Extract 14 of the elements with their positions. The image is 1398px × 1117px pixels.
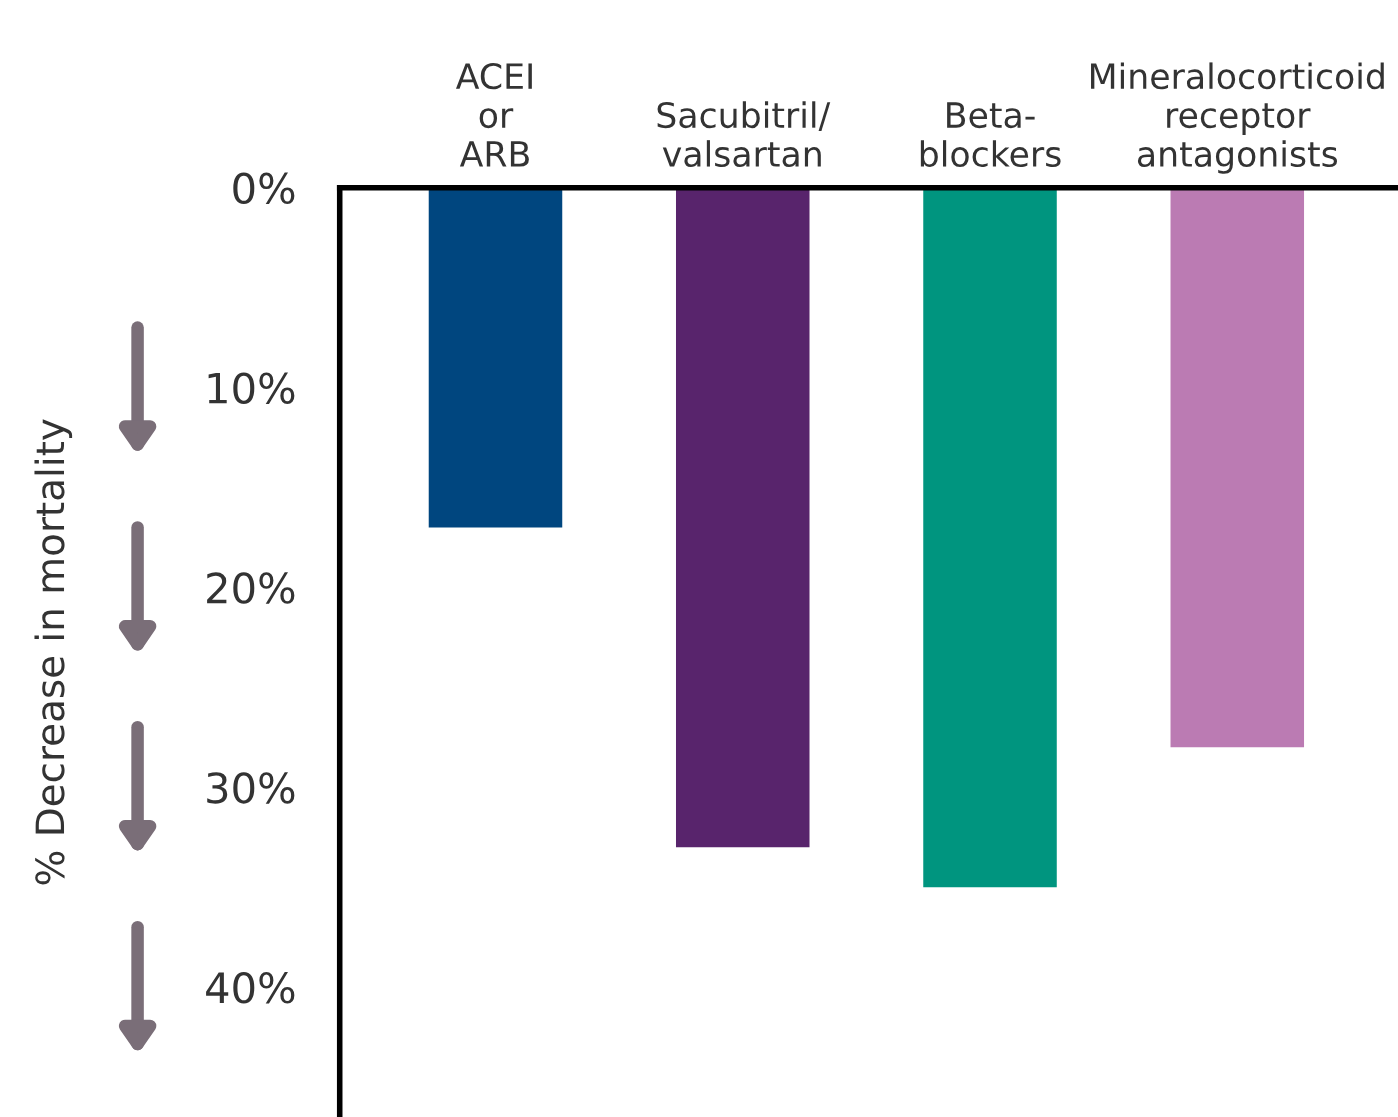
y-tick-label: 0%: [233, 172, 295, 205]
bar: [923, 187, 1057, 888]
y-axis-title: % Decrease in mortality: [34, 419, 73, 885]
y-tick-label: 10%: [208, 372, 295, 404]
x-tick-label: Mineralocorticoid receptor antagonists: [1091, 62, 1384, 174]
x-tick-label: ACEI or ARB: [455, 63, 532, 167]
bar: [675, 187, 810, 848]
x-tick-label: Sacubitril/ valsartan: [657, 101, 831, 168]
y-tick-label: 30%: [207, 772, 295, 804]
y-tick-label: 40%: [206, 972, 295, 1004]
bar: [428, 187, 563, 528]
y-tick-label: 20%: [207, 572, 295, 604]
bar: [1170, 187, 1305, 748]
x-tick-label: Beta- blockers: [920, 102, 1061, 168]
